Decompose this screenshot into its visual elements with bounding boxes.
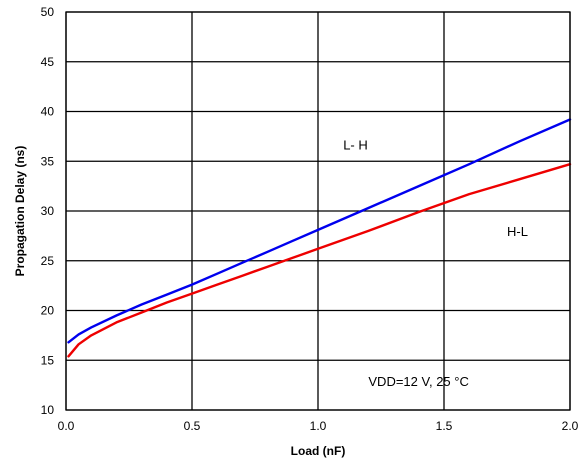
y-tick-label: 40: [41, 105, 55, 119]
series-line-l-h: [67, 118, 572, 344]
annotation-label: L- H: [343, 137, 368, 152]
y-axis-title: Propagation Delay (ns): [13, 146, 27, 277]
x-tick-label: 1.0: [310, 419, 327, 433]
annotations: L- H H-L VDD=12 V, 25 °C: [343, 137, 528, 389]
x-tick-label: 0.5: [184, 419, 201, 433]
annotation-label: H-L: [507, 224, 528, 239]
series-lines: [67, 118, 572, 358]
series-line-h-l: [67, 162, 572, 358]
x-tick-label: 1.5: [436, 419, 453, 433]
y-tick-label: 50: [41, 5, 55, 19]
y-tick-label: 10: [41, 403, 55, 417]
y-tick-label: 35: [41, 154, 55, 168]
x-tick-label: 2.0: [562, 419, 579, 433]
y-tick-label: 20: [41, 304, 55, 318]
y-tick-label: 15: [41, 353, 55, 367]
grid: [65, 11, 571, 411]
y-tick-label: 25: [41, 254, 55, 268]
y-tick-labels: 10 15 20 25 30 35 40 45 50: [41, 5, 55, 417]
x-tick-labels: 0.0 0.5 1.0 1.5 2.0: [58, 419, 579, 433]
x-tick-label: 0.0: [58, 419, 75, 433]
y-tick-label: 45: [41, 55, 55, 69]
y-tick-label: 30: [41, 204, 55, 218]
plot-frame: [65, 11, 571, 411]
annotation-label: VDD=12 V, 25 °C: [368, 374, 468, 389]
x-axis-title: Load (nF): [291, 444, 346, 458]
